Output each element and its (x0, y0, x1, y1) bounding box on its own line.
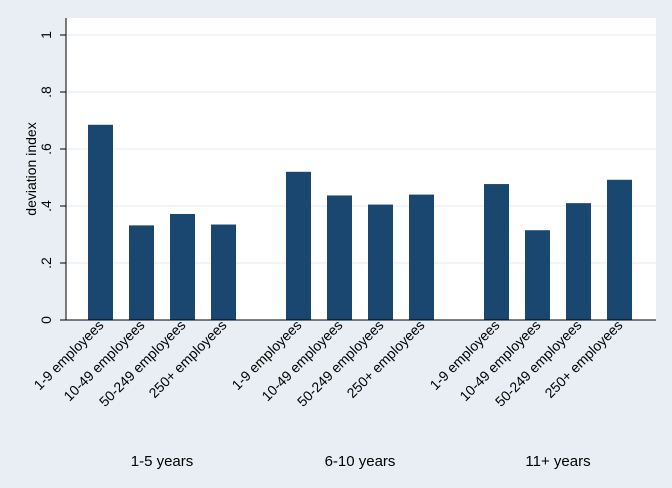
y-tick-label: .2 (38, 257, 54, 269)
group-label: 1-5 years (131, 453, 194, 470)
bar (129, 225, 154, 320)
bar (368, 204, 393, 320)
plot-area (66, 18, 656, 320)
group-label: 6-10 years (325, 453, 396, 470)
y-axis-ticks: 0 .2 .4 .6 .8 1 (38, 31, 66, 324)
bar (170, 213, 195, 320)
y-axis-title: deviation index (23, 122, 39, 215)
bar (88, 124, 113, 321)
gridlines (66, 34, 656, 264)
bar (211, 224, 236, 320)
group-label: 11+ years (525, 453, 590, 470)
y-tick-label: .8 (38, 86, 54, 98)
bar (286, 171, 311, 320)
y-tick-label: 0 (38, 316, 54, 324)
bar (409, 194, 434, 320)
y-tick-label: 1 (38, 31, 54, 39)
bar (566, 203, 591, 320)
y-tick-label: .4 (38, 200, 54, 212)
bar (484, 184, 509, 320)
bar (327, 195, 352, 320)
bars (88, 124, 632, 321)
bar (525, 230, 550, 320)
group-labels: 1-5 years 6-10 years 11+ years (131, 453, 591, 470)
y-tick-label: .6 (38, 143, 54, 155)
bar (607, 179, 632, 320)
